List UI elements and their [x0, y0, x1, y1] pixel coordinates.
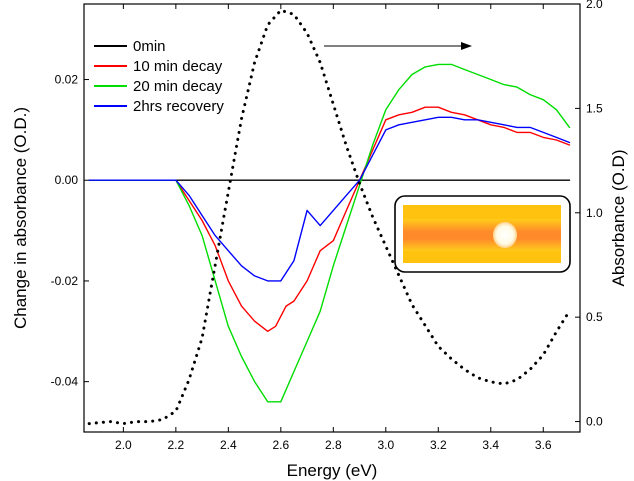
x-tick-label: 2.4: [220, 438, 237, 452]
x-axis: 2.0 2.2 2.4 2.6 2.8 3.0 3.2 3.4 3.6: [115, 4, 552, 452]
x-tick-label: 3.2: [430, 438, 447, 452]
y-left-tick-label: -0.04: [51, 375, 79, 389]
legend-label: 0min: [133, 38, 166, 55]
y-right-tick-label: 1.0: [586, 206, 603, 220]
x-tick-label: 2.6: [272, 438, 289, 452]
series-line-10-min-decay: [88, 106, 571, 332]
y-left-tick-label: 0.00: [55, 173, 79, 187]
x-tick-label: 2.2: [168, 438, 185, 452]
legend-label: 2hrs recovery: [133, 98, 224, 115]
y-axis-left: 0.02 0.00 -0.02 -0.04: [51, 73, 89, 389]
series-line-20-min-decay: [88, 63, 571, 403]
legend: 0min 10 min decay 20 min decay 2hrs recover…: [94, 38, 224, 115]
inset-image: [394, 195, 571, 273]
legend-label: 10 min decay: [133, 58, 223, 75]
y-right-tick-label: 0.5: [586, 310, 603, 324]
y-left-tick-label: -0.02: [51, 274, 79, 288]
x-tick-label: 3.4: [482, 438, 499, 452]
x-tick-label: 3.0: [377, 438, 394, 452]
x-tick-label: 3.6: [535, 438, 552, 452]
y-right-tick-label: 2.0: [586, 0, 603, 11]
series-line-2hrs-recovery: [88, 116, 571, 282]
x-tick-label: 2.0: [115, 438, 132, 452]
y-right-tick-label: 1.5: [586, 101, 603, 115]
y-axis-left-title: Change in absorbance (O.D.): [11, 107, 30, 329]
plot-area-border: [83, 3, 581, 433]
series-layer: [87, 8, 571, 426]
legend-label: 20 min decay: [133, 78, 223, 95]
plot-frame: [83, 3, 581, 433]
y-right-tick-label: 0.0: [586, 415, 603, 429]
x-axis-title: Energy (eV): [287, 461, 378, 480]
y-axis-right: 2.0 1.5 1.0 0.5 0.0: [575, 0, 603, 429]
x-tick-label: 2.8: [325, 438, 342, 452]
arrow-annotation: [324, 42, 472, 50]
y-left-tick-label: 0.02: [55, 73, 79, 87]
y-axis-right-title: Absorbance (O.D): [609, 150, 628, 287]
